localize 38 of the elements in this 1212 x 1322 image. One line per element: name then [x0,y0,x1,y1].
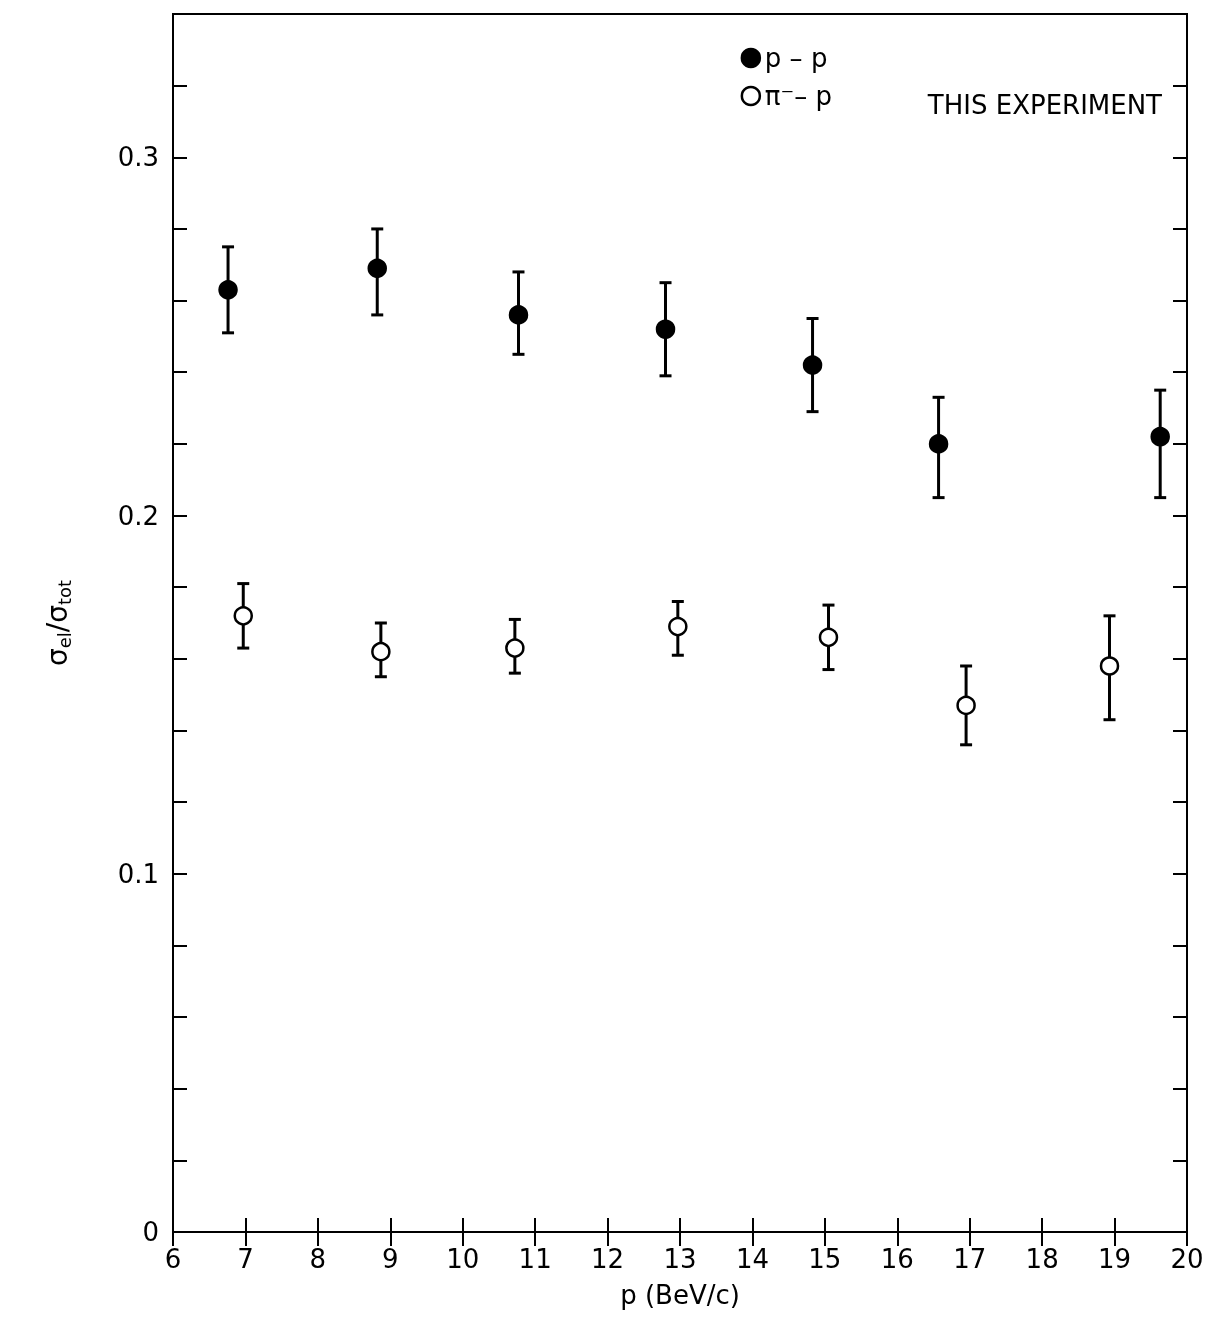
point [668,616,688,637]
x-tick-label: 19 [1098,1244,1132,1274]
x-tick-label: 14 [735,1244,769,1274]
x-tick-label: 11 [518,1244,552,1274]
y-tick-label: 0 [142,1217,159,1247]
point [1150,426,1170,447]
y-tick-label: 0.3 [117,142,159,173]
point [802,355,823,375]
x-tick-label: 9 [382,1244,399,1274]
x-tick-label: 18 [1025,1244,1059,1274]
y-axis-title: σel/σtot [40,579,75,667]
point [218,280,238,300]
legend-label: p – p [764,43,828,73]
point [1099,656,1120,676]
x-tick-label: 12 [591,1244,625,1274]
point [367,258,387,279]
point [508,305,529,325]
x-tick-label: 20 [1170,1244,1204,1274]
point [928,434,949,454]
point [505,638,525,658]
legend-title: THIS EXPERIMENT [926,90,1163,120]
y-tick-label: 0.2 [117,500,159,531]
x-tick-label: 16 [880,1244,914,1274]
point [371,641,391,662]
x-axis-title: p (BeV/c) [620,1280,740,1310]
x-tick-label: 13 [663,1244,697,1274]
point [818,627,839,648]
x-tick-label: 6 [164,1244,182,1274]
y-tick-label: 0.1 [117,858,159,889]
point [233,606,254,626]
point [655,319,676,339]
legend-label: π⁻– p [764,81,833,111]
x-tick-label: 7 [237,1244,254,1274]
x-tick-label: 17 [953,1244,987,1274]
point [956,695,976,716]
x-tick-label: 8 [309,1244,327,1274]
x-tick-label: 10 [446,1244,480,1274]
x-tick-label: 15 [808,1244,842,1274]
